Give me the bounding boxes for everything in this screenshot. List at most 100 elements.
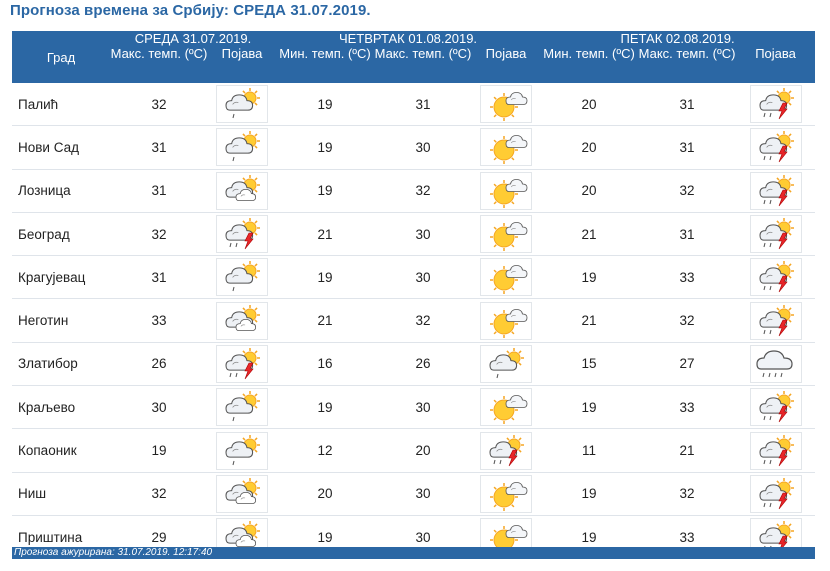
city-column-header: Град <box>12 31 110 83</box>
thu-min-temp: 20 <box>276 472 374 516</box>
thunderstorm-icon <box>216 215 268 254</box>
table-row: Београд 32 21 30 21 31 <box>12 212 816 257</box>
thunderstorm-icon <box>480 431 533 470</box>
thu-max-temp: 20 <box>374 428 472 473</box>
partly-cloudy-rain-icon <box>216 388 268 427</box>
city-name: Краљево <box>12 385 110 430</box>
thu-min-temp: 19 <box>276 385 374 430</box>
fri-max-temp: 33 <box>638 255 737 300</box>
wed-max-temp: 31 <box>110 255 208 300</box>
sun-cloud-icon <box>480 388 533 427</box>
fri-max-temp: 31 <box>638 83 737 127</box>
thu-max-temp: 30 <box>374 125 472 170</box>
fri-min-temp: 19 <box>540 472 639 516</box>
thu-max-temp: 26 <box>374 342 472 387</box>
wed-max-temp: 32 <box>110 472 208 516</box>
table-row: Лозница 31 19 32 20 32 <box>12 169 816 213</box>
thu-max-temp: 31 <box>374 83 472 127</box>
thu-min-temp: 19 <box>276 125 374 170</box>
fri-min-temp: 21 <box>540 298 639 343</box>
fri-min-temp: 11 <box>540 428 639 473</box>
sun-cloud-icon <box>480 258 533 297</box>
thu-min-temp: 21 <box>276 298 374 343</box>
fri-max-temp: 32 <box>638 472 737 516</box>
thunderstorm-icon <box>749 388 802 427</box>
col-header-min-temp: Мин. темп. (ºC) <box>276 46 374 83</box>
sun-cloud-icon <box>480 85 533 124</box>
fri-max-temp: 21 <box>638 428 737 473</box>
update-timestamp: Прогноза ажурирана: 31.07.2019. 12:17:40 <box>14 547 213 558</box>
fri-min-temp: 20 <box>540 83 639 127</box>
table-row: Неготин 33 21 32 21 32 <box>12 298 816 343</box>
table-row: Крагујевац 31 19 30 19 33 <box>12 255 816 300</box>
wed-max-temp: 32 <box>110 83 208 127</box>
col-header-max-temp: Макс. темп. (ºC) <box>110 46 208 83</box>
thu-min-temp: 19 <box>276 169 374 213</box>
fri-max-temp: 33 <box>638 385 737 430</box>
thu-min-temp: 19 <box>276 255 374 300</box>
update-footer: Прогноза ажурирана: 31.07.2019. 12:17:40 <box>12 547 815 559</box>
forecast-table: Град СРЕДА 31.07.2019. ЧЕТВРТАК 01.08.20… <box>12 31 816 560</box>
thunderstorm-icon <box>216 344 268 383</box>
table-row: Палић 32 19 31 20 31 <box>12 83 816 127</box>
table-row: Ниш 32 20 30 19 32 <box>12 472 816 516</box>
wed-max-temp: 30 <box>110 385 208 430</box>
col-header-max-temp: Макс. темп. (ºC) <box>638 46 737 83</box>
col-header-max-temp: Макс. темп. (ºC) <box>374 46 472 83</box>
city-name: Београд <box>12 212 110 257</box>
thu-min-temp: 12 <box>276 428 374 473</box>
thu-max-temp: 32 <box>374 298 472 343</box>
thu-min-temp: 19 <box>276 83 374 127</box>
fri-max-temp: 32 <box>638 298 737 343</box>
thunderstorm-icon <box>749 215 802 254</box>
wed-max-temp: 19 <box>110 428 208 473</box>
thunderstorm-icon <box>749 301 802 340</box>
thu-max-temp: 30 <box>374 385 472 430</box>
city-name: Неготин <box>12 298 110 343</box>
wed-max-temp: 31 <box>110 169 208 213</box>
thu-max-temp: 32 <box>374 169 472 213</box>
fri-min-temp: 21 <box>540 212 639 257</box>
fri-min-temp: 15 <box>540 342 639 387</box>
day-header-wednesday: СРЕДА 31.07.2019. <box>110 31 276 46</box>
thu-max-temp: 30 <box>374 212 472 257</box>
thu-min-temp: 16 <box>276 342 374 387</box>
day-header-thursday: ЧЕТВРТАК 01.08.2019. <box>276 31 541 46</box>
col-header-min-temp: Мин. темп. (ºC) <box>540 46 639 83</box>
fri-max-temp: 32 <box>638 169 737 213</box>
thunderstorm-icon <box>749 85 802 124</box>
partly-cloudy-rain-icon <box>216 128 268 167</box>
thu-max-temp: 30 <box>374 255 472 300</box>
page-title: Прогноза времена за Србију: СРЕДА 31.07.… <box>10 2 371 19</box>
city-name: Копаоник <box>12 428 110 473</box>
table-row: Копаоник 19 12 20 11 21 <box>12 428 816 473</box>
fri-min-temp: 20 <box>540 125 639 170</box>
fri-min-temp: 19 <box>540 385 639 430</box>
sun-cloud-icon <box>480 301 533 340</box>
city-name: Лозница <box>12 169 110 213</box>
thunderstorm-icon <box>749 171 802 210</box>
thu-min-temp: 21 <box>276 212 374 257</box>
thu-max-temp: 30 <box>374 472 472 516</box>
col-header-phenomenon: Појава <box>208 46 276 83</box>
table-row: Нови Сад 31 19 30 20 31 <box>12 125 816 170</box>
fri-max-temp: 31 <box>638 125 737 170</box>
partly-cloudy-icon <box>216 301 268 340</box>
city-name: Крагујевац <box>12 255 110 300</box>
fri-min-temp: 20 <box>540 169 639 213</box>
partly-cloudy-rain-icon <box>216 85 268 124</box>
city-name: Палић <box>12 83 110 127</box>
fri-max-temp: 31 <box>638 212 737 257</box>
partly-cloudy-icon <box>216 171 268 210</box>
rain-cloud-icon <box>749 344 802 383</box>
sun-cloud-icon <box>480 215 533 254</box>
thunderstorm-icon <box>749 431 802 470</box>
table-row: Краљево 30 19 30 19 33 <box>12 385 816 430</box>
day-header-friday: ПЕТАК 02.08.2019. <box>540 31 816 46</box>
partly-cloudy-icon <box>216 474 268 513</box>
wed-max-temp: 31 <box>110 125 208 170</box>
wed-max-temp: 26 <box>110 342 208 387</box>
city-name: Нови Сад <box>12 125 110 170</box>
fri-min-temp: 19 <box>540 255 639 300</box>
partly-cloudy-rain-icon <box>216 258 268 297</box>
